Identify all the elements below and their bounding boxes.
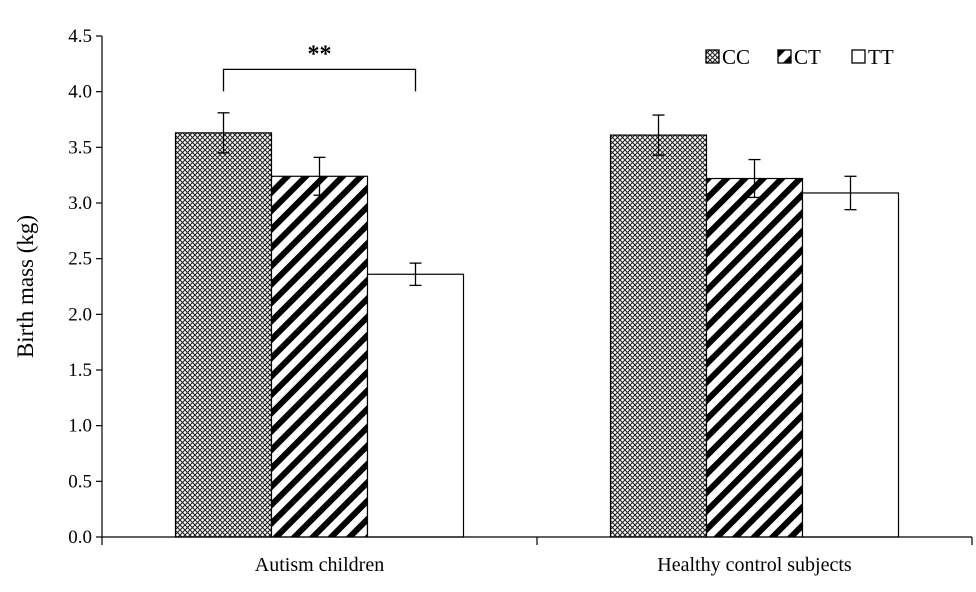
x-category-label: Autism children	[255, 554, 384, 576]
bar-tt	[366, 273, 465, 538]
legend-swatch-tt	[851, 49, 866, 64]
bar-cc	[174, 132, 273, 538]
legend-label-cc: CC	[722, 45, 750, 69]
significance-bracket	[222, 68, 417, 92]
y-tick-label: 0.5	[68, 471, 92, 492]
bar-tt	[801, 192, 900, 538]
legend-swatch-ct	[777, 49, 792, 64]
plot-area: 0.0 0.5 1.0 1.5 2.0 2.5 3.0 3.5 4.0 4.5 Birth mass…	[13, 26, 973, 576]
y-tick-label: 3.5	[68, 137, 92, 158]
bar-ct	[270, 175, 369, 538]
y-tick-label: 1.5	[68, 360, 92, 381]
y-tick-label: 4.0	[68, 82, 92, 103]
legend-label-tt: TT	[868, 45, 894, 69]
legend-label-ct: CT	[794, 45, 821, 69]
y-tick-label: 0.0	[68, 527, 92, 548]
y-tick-label: 4.5	[68, 26, 92, 47]
y-axis-title: Birth mass (kg)	[13, 215, 38, 358]
y-tick-label: 1.0	[68, 416, 92, 437]
bar-cc	[609, 134, 708, 538]
y-tick-label: 3.0	[68, 193, 92, 214]
y-tick-label: 2.0	[68, 304, 92, 325]
significance-label: **	[308, 41, 332, 67]
x-category-label: Healthy control subjects	[657, 554, 852, 576]
bar-ct	[705, 177, 804, 538]
y-tick-label: 2.5	[68, 249, 92, 270]
legend-swatch-cc	[705, 49, 720, 64]
